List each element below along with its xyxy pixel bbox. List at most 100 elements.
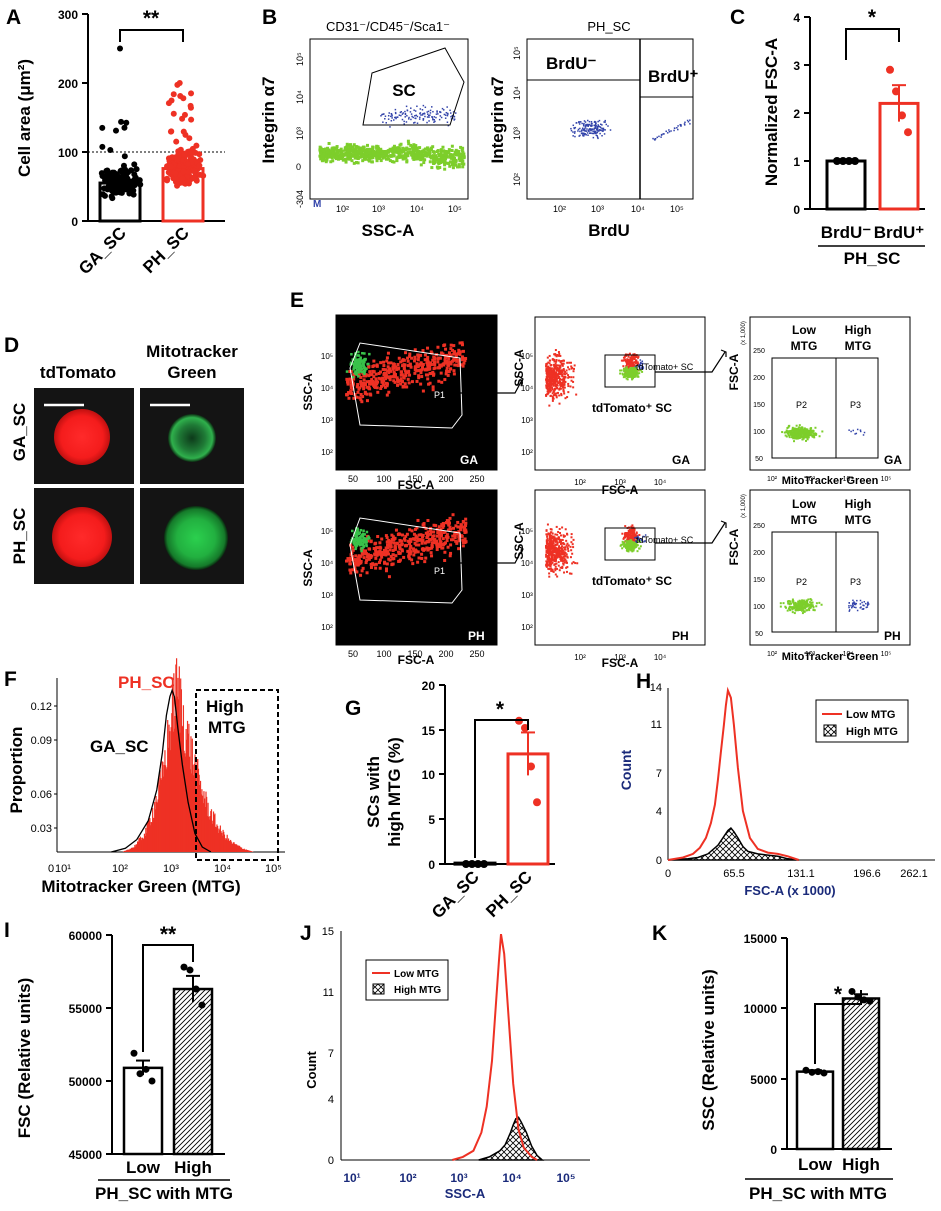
event	[552, 371, 555, 374]
event	[353, 544, 357, 547]
e-plot-ph-1	[335, 489, 498, 646]
event	[400, 114, 402, 117]
panel-d: D tdTomato Mitotracker Green GA_SC PH_SC	[4, 334, 244, 584]
event	[430, 546, 434, 550]
event	[440, 524, 444, 528]
event	[385, 359, 389, 363]
event	[798, 424, 801, 427]
event	[345, 559, 349, 563]
event	[357, 367, 361, 371]
event	[634, 537, 636, 539]
event	[359, 356, 362, 359]
event	[460, 341, 464, 345]
e-tick-label: 100	[753, 429, 765, 436]
e-tick-label: 50	[348, 474, 358, 484]
event	[423, 151, 427, 155]
event	[435, 116, 437, 119]
e-ga-2: GA	[672, 453, 690, 467]
event	[408, 537, 412, 541]
event	[397, 150, 401, 154]
event	[430, 166, 434, 170]
panel-a: A Cell area (μm²) 0 100 200 300 ** GA_SC…	[6, 6, 225, 278]
data-point	[188, 90, 195, 97]
event	[638, 372, 641, 375]
event	[449, 160, 453, 164]
event	[547, 542, 550, 545]
event	[634, 545, 637, 548]
event	[563, 557, 566, 560]
event	[562, 555, 565, 558]
event	[371, 365, 375, 369]
event	[430, 351, 434, 355]
event	[562, 551, 565, 554]
event	[631, 378, 634, 381]
event	[800, 427, 803, 430]
event	[351, 154, 355, 158]
event	[387, 390, 391, 394]
e-arrow-2-head	[720, 349, 727, 357]
event	[558, 541, 561, 544]
event	[638, 363, 641, 366]
event	[442, 153, 446, 157]
event	[419, 116, 421, 119]
event	[413, 355, 417, 359]
event	[457, 537, 461, 541]
event	[551, 392, 554, 395]
event	[559, 354, 562, 357]
event	[558, 569, 561, 572]
event	[813, 436, 816, 439]
event	[363, 372, 366, 376]
event	[547, 392, 550, 395]
event	[668, 130, 671, 133]
event	[369, 565, 373, 569]
event	[602, 130, 604, 132]
event	[784, 605, 787, 608]
event	[382, 364, 386, 368]
event	[584, 130, 586, 132]
event	[561, 538, 564, 541]
event	[414, 534, 418, 538]
event	[433, 161, 437, 165]
event	[867, 601, 869, 604]
b-xlabel-1: SSC-A	[362, 221, 415, 240]
event	[633, 528, 636, 531]
event	[364, 549, 368, 553]
event	[438, 366, 442, 370]
e-gates	[349, 342, 879, 633]
b-plot-2	[526, 38, 694, 200]
event	[809, 606, 812, 609]
event	[547, 365, 550, 368]
event	[399, 154, 403, 158]
event	[583, 122, 585, 125]
event	[801, 600, 804, 603]
event	[865, 602, 867, 605]
event	[347, 147, 351, 151]
event	[569, 385, 572, 388]
event	[798, 603, 801, 606]
event	[571, 543, 574, 546]
event	[446, 373, 450, 377]
event	[426, 377, 430, 381]
event	[406, 359, 410, 363]
event	[460, 343, 464, 347]
event	[409, 550, 413, 554]
event	[457, 547, 461, 551]
e-high-1-ga: High	[845, 323, 872, 337]
event	[787, 600, 790, 603]
event	[572, 386, 575, 389]
event	[563, 571, 566, 574]
event	[451, 166, 455, 170]
event	[402, 156, 406, 160]
event	[809, 429, 812, 432]
event	[381, 367, 385, 371]
event	[551, 369, 554, 372]
e-tick-label: 10⁴	[843, 476, 854, 483]
event	[548, 542, 551, 545]
event	[545, 540, 548, 543]
event	[414, 154, 418, 158]
event	[415, 117, 417, 120]
event	[793, 432, 796, 435]
event	[428, 529, 432, 533]
event	[421, 157, 425, 161]
event	[852, 599, 854, 602]
